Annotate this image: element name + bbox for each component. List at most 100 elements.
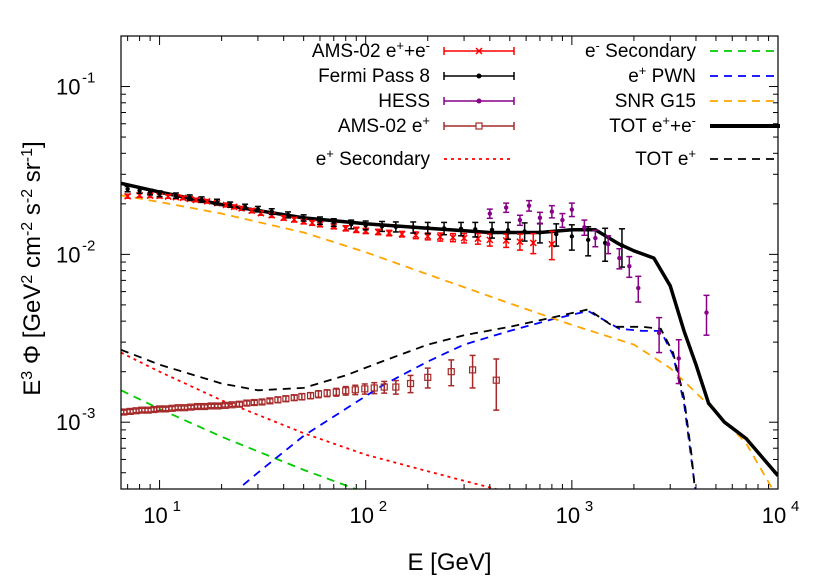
series-pwn	[236, 310, 697, 489]
point-fermi	[348, 219, 355, 230]
point-fermi	[316, 216, 323, 226]
point-fermi	[285, 211, 292, 219]
point-ams_pos	[162, 405, 170, 413]
point-ams_pos	[126, 407, 134, 415]
point-fermi	[198, 196, 205, 204]
x-tick-exponent: 4	[791, 498, 799, 515]
axis-ticks: 10 1 10 2 10 3 10 410 -310 -210 -1	[56, 35, 799, 528]
point-ams_all	[192, 196, 200, 204]
point-fermi	[362, 220, 369, 231]
point-hess	[656, 316, 663, 354]
point-ams_pos	[228, 401, 236, 409]
point-fermi	[458, 221, 465, 237]
x-tick-exponent: 2	[379, 498, 387, 515]
point-ams_pos	[342, 385, 350, 396]
point-ams_all	[385, 229, 393, 237]
x-tick-exponent: 3	[585, 498, 593, 515]
point-hess	[635, 275, 642, 303]
legend-item-hess: HESS	[378, 91, 515, 112]
point-ams_pos	[168, 404, 176, 412]
legend-item-secondary_pos: e+ Secondary	[316, 146, 514, 171]
point-ams_pos	[492, 358, 500, 411]
point-ams_all	[248, 207, 256, 215]
point-fermi	[553, 223, 560, 247]
point-ams_pos	[298, 392, 306, 401]
point-fermi	[227, 201, 234, 208]
point-ams_pos	[250, 398, 258, 407]
legend-label: TOT e++e-	[609, 113, 696, 138]
point-ams_all	[179, 194, 187, 202]
y-axis-label: E3 Φ [GeV2 cm-2 s-2 sr-1]	[19, 141, 47, 395]
x-tick-label: 10	[762, 503, 786, 528]
point-ams_pos	[332, 387, 340, 397]
point-ams_pos	[180, 404, 189, 412]
point-ams_pos	[174, 404, 182, 412]
point-ams_all	[449, 232, 457, 243]
legend-item-pwn: e+ PWN	[628, 63, 780, 88]
point-hess	[616, 248, 623, 270]
series-secondary_ele	[121, 389, 359, 489]
point-ams_pos	[306, 391, 315, 400]
point-fermi	[568, 224, 575, 251]
point-fermi	[504, 221, 511, 241]
point-ams_all	[308, 219, 316, 227]
point-ams_all	[529, 232, 537, 255]
point-fermi	[124, 185, 131, 193]
point-hess	[626, 255, 633, 279]
point-hess	[548, 204, 555, 219]
legend-label: SNR G15	[615, 91, 696, 112]
y-tick-label: 10	[56, 410, 80, 435]
point-ams_pos	[235, 400, 244, 408]
y-tick-exponent: -3	[82, 405, 95, 422]
point-ams_all	[352, 226, 360, 234]
point-ams_all	[516, 233, 524, 251]
point-hess	[486, 208, 493, 220]
point-ams_pos	[121, 408, 128, 416]
point-ams_pos	[266, 397, 274, 405]
point-fermi	[410, 221, 417, 234]
point-ams_all	[436, 232, 444, 242]
point-fermi	[186, 194, 193, 202]
point-hess	[536, 211, 543, 225]
y-tick-exponent: -2	[82, 237, 95, 254]
point-fermi	[268, 207, 275, 216]
x-axis-label: E [GeV]	[407, 549, 491, 576]
point-ams_pos	[392, 379, 400, 395]
point-hess	[526, 199, 533, 212]
point-fermi	[441, 221, 448, 236]
point-ams_all	[203, 197, 211, 205]
point-ams_pos	[221, 401, 229, 409]
point-ams_pos	[214, 402, 222, 410]
y-tick-label: 10	[56, 75, 80, 100]
legend-label: e- Secondary	[585, 38, 697, 63]
point-hess	[559, 212, 566, 229]
point-fermi	[156, 190, 163, 198]
legend-label: e+ PWN	[628, 63, 696, 88]
legend-label: e+ Secondary	[316, 146, 431, 171]
point-hess	[703, 294, 710, 336]
point-fermi	[254, 205, 261, 213]
point-ams_pos	[207, 402, 215, 410]
point-ams_all	[164, 193, 172, 201]
x-tick-exponent: 1	[173, 498, 181, 515]
point-fermi	[489, 221, 496, 239]
legend-label: TOT e+	[635, 146, 696, 171]
point-fermi	[472, 221, 479, 238]
point-ams_pos	[274, 396, 282, 404]
point-ams_pos	[361, 383, 369, 395]
point-hess	[592, 229, 599, 248]
x-tick-label: 10	[143, 503, 167, 528]
point-fermi	[136, 187, 143, 195]
point-fermi	[536, 222, 543, 244]
x-tick-label: 10	[349, 503, 373, 528]
legend-item-fermi: Fermi Pass 8	[318, 66, 515, 87]
point-fermi	[242, 203, 249, 211]
point-ams_pos	[351, 384, 359, 396]
point-fermi	[521, 222, 528, 242]
point-ams_pos	[424, 367, 432, 389]
point-hess	[503, 202, 510, 214]
legend-label: AMS-02 e++e-	[312, 38, 430, 63]
point-fermi	[330, 218, 337, 228]
